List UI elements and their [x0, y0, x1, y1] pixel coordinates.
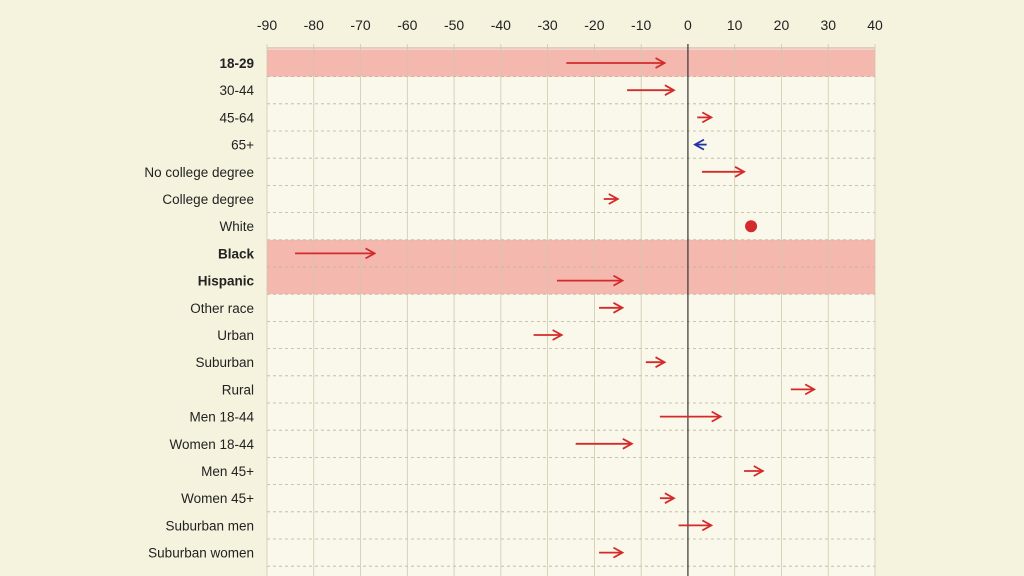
- arrow-head: [753, 465, 765, 477]
- arrow-head: [613, 546, 625, 559]
- row-label: Rural: [222, 382, 254, 397]
- arrow-head: [804, 383, 817, 396]
- row-label: Suburban men: [165, 518, 254, 533]
- shift-arrow: [701, 166, 746, 178]
- arrow-head: [365, 247, 377, 260]
- x-tick-label: 10: [727, 17, 743, 33]
- shift-arrow: [566, 57, 667, 69]
- shift-arrow: [678, 519, 714, 532]
- shift-arrow: [533, 329, 564, 341]
- row-label: Women 18-44: [169, 437, 254, 452]
- x-tick-label: -90: [257, 17, 277, 33]
- row-label: No college degree: [144, 165, 254, 180]
- shift-arrow: [790, 383, 817, 396]
- row-label: Men 45+: [201, 464, 254, 479]
- arrow-head: [613, 302, 625, 314]
- x-tick-label: -40: [491, 17, 511, 33]
- dot-marker: [745, 220, 758, 233]
- arrow-head: [664, 492, 676, 504]
- arrow-head: [613, 274, 625, 287]
- x-tick-label: 20: [774, 17, 790, 33]
- row-label: Suburban: [195, 355, 254, 370]
- row-label: White: [219, 219, 254, 234]
- shift-arrow: [659, 492, 676, 504]
- data-marks: [295, 57, 817, 559]
- x-tick-label: -30: [537, 17, 557, 33]
- row-labels: 18-29 30-44 45-64 65+ No college degree Colle…: [144, 56, 254, 561]
- x-tick-label: -80: [304, 17, 324, 33]
- x-tick-label: 30: [820, 17, 836, 33]
- shift-arrow: [295, 247, 377, 260]
- x-axis-ticks: -90 -80 -70 -60 -50 -40 -30 -20 -10 0 10 20 30 40: [257, 17, 883, 33]
- row-label: Other race: [190, 301, 254, 316]
- arrow-head: [552, 329, 564, 341]
- arrow-head: [655, 356, 667, 368]
- shift-arrow: [645, 356, 667, 368]
- shift-arrow: [744, 465, 765, 477]
- shift-arrow: [603, 193, 620, 205]
- row-label: 30-44: [219, 83, 254, 98]
- x-tick-label: -70: [350, 17, 370, 33]
- arrow-head: [664, 84, 676, 96]
- plot-background: [267, 48, 875, 576]
- row-label: Men 18-44: [189, 410, 254, 425]
- shift-arrow: [556, 274, 625, 287]
- shift-arrow: [627, 84, 676, 96]
- row-label: College degree: [162, 192, 254, 207]
- x-tick-label: 0: [684, 17, 692, 33]
- shift-arrow: [693, 138, 707, 151]
- row-label: Black: [218, 246, 255, 261]
- shift-arrow: [599, 546, 625, 559]
- x-tick-label: 40: [867, 17, 883, 33]
- row-label: 45-64: [219, 110, 254, 125]
- row-label: Hispanic: [198, 274, 255, 289]
- row-label: 18-29: [219, 56, 254, 71]
- row-label: 65+: [231, 138, 254, 153]
- x-gridlines: [266, 44, 876, 576]
- x-tick-label: -10: [631, 17, 651, 33]
- row-label: Suburban women: [148, 546, 254, 561]
- row-gridlines: [267, 47, 875, 567]
- arrow-head: [701, 519, 714, 532]
- x-tick-label: -60: [397, 17, 417, 33]
- row-label: Urban: [217, 328, 254, 343]
- arrow-head: [622, 438, 634, 450]
- x-tick-label: -20: [584, 17, 604, 33]
- shift-arrow: [697, 111, 714, 124]
- shift-arrow: [659, 410, 723, 423]
- shift-arrow: [575, 438, 634, 450]
- row-label: Women 45+: [181, 491, 254, 506]
- x-tick-label: -50: [444, 17, 464, 33]
- arrow-head: [711, 410, 723, 423]
- arrow-head: [734, 166, 746, 178]
- arrow-head: [608, 193, 620, 205]
- arrow-head: [655, 57, 667, 69]
- arrow-head: [693, 138, 705, 151]
- arrow-head: [701, 111, 714, 124]
- shift-arrow: [599, 302, 625, 314]
